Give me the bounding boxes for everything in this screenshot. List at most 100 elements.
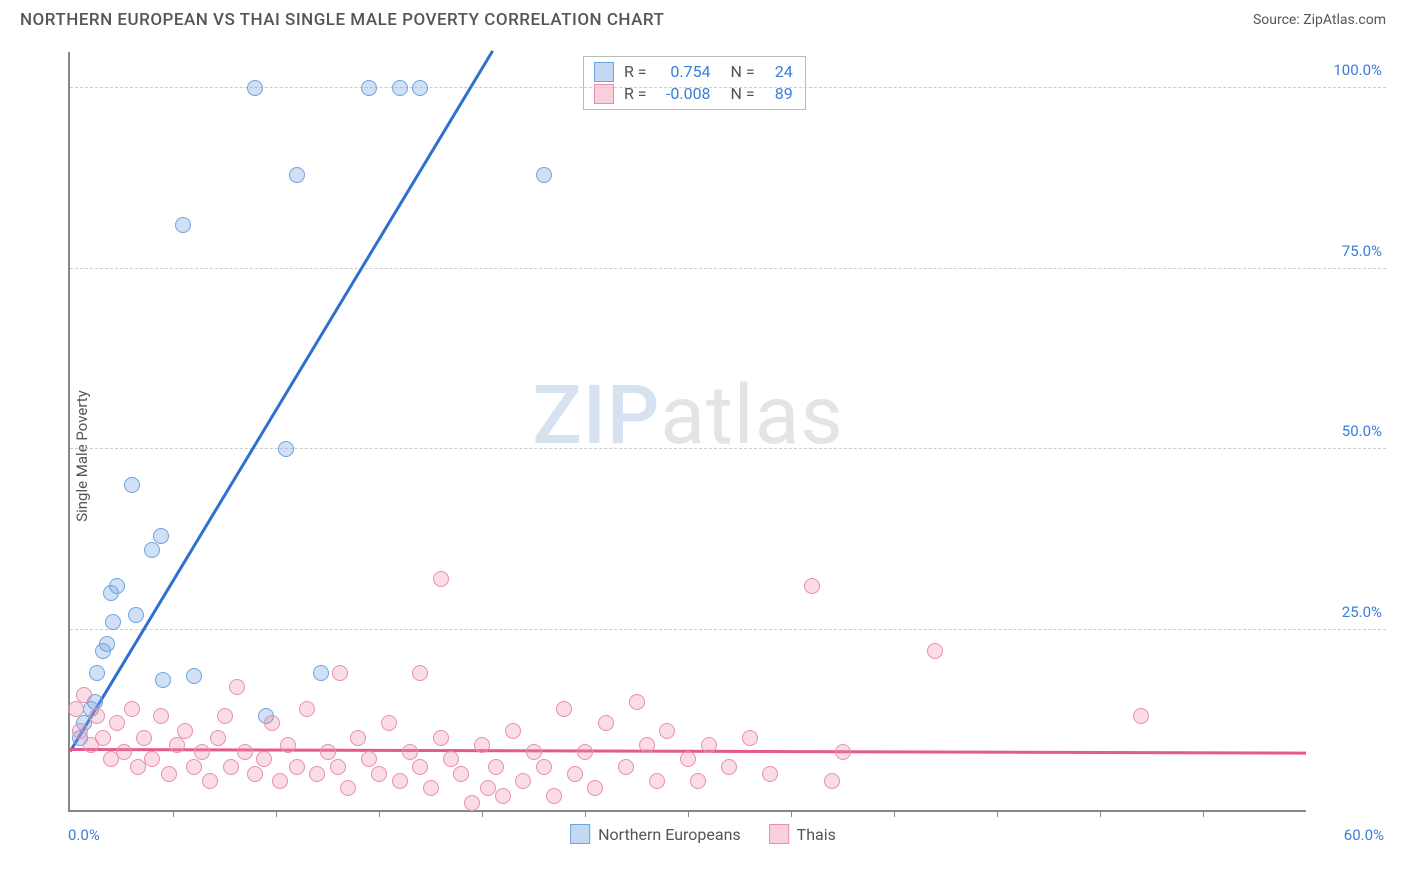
data-point	[210, 730, 226, 746]
data-point	[392, 773, 408, 789]
data-point	[237, 744, 253, 760]
data-point	[186, 668, 202, 684]
data-point	[546, 788, 562, 804]
data-point	[109, 578, 125, 594]
data-point	[350, 730, 366, 746]
data-point	[495, 788, 511, 804]
data-point	[412, 665, 428, 681]
x-tick	[688, 810, 689, 817]
data-point	[105, 614, 121, 630]
data-point	[153, 708, 169, 724]
gridline	[70, 87, 1386, 88]
data-point	[313, 665, 329, 681]
data-point	[443, 751, 459, 767]
legend-row: R =0.754N =24	[594, 61, 793, 83]
data-point	[835, 744, 851, 760]
data-point	[175, 217, 191, 233]
stats-legend: R =0.754N =24R =-0.008N =89	[583, 56, 806, 110]
data-point	[89, 708, 105, 724]
data-point	[169, 737, 185, 753]
data-point	[340, 780, 356, 796]
y-tick-label: 25.0%	[1342, 603, 1382, 621]
y-tick-label: 75.0%	[1342, 242, 1382, 260]
data-point	[804, 578, 820, 594]
legend-item: Northern Europeans	[570, 824, 741, 844]
data-point	[299, 701, 315, 717]
data-point	[392, 80, 408, 96]
data-point	[536, 167, 552, 183]
chart-header: NORTHERN EUROPEAN VS THAI SINGLE MALE PO…	[0, 0, 1406, 34]
data-point	[72, 723, 88, 739]
watermark-part2: atlas	[660, 368, 843, 464]
x-tick	[585, 810, 586, 817]
x-tick	[379, 810, 380, 817]
y-tick-label: 50.0%	[1342, 422, 1382, 440]
x-axis-min-label: 0.0%	[68, 826, 100, 844]
gridline	[70, 629, 1386, 630]
data-point	[272, 773, 288, 789]
trend-line	[69, 50, 493, 752]
data-point	[412, 80, 428, 96]
gridline	[70, 268, 1386, 269]
data-point	[320, 744, 336, 760]
data-point	[289, 759, 305, 775]
x-tick	[173, 810, 174, 817]
legend-n-value: 24	[765, 62, 793, 81]
data-point	[95, 730, 111, 746]
x-tick	[276, 810, 277, 817]
watermark: ZIPatlas	[532, 368, 843, 464]
data-point	[361, 751, 377, 767]
data-point	[515, 773, 531, 789]
data-point	[433, 571, 449, 587]
data-point	[701, 737, 717, 753]
chart-source: Source: ZipAtlas.com	[1253, 12, 1386, 28]
legend-swatch	[570, 824, 590, 844]
data-point	[153, 528, 169, 544]
x-tick	[1100, 810, 1101, 817]
data-point	[598, 715, 614, 731]
data-point	[99, 636, 115, 652]
data-point	[927, 643, 943, 659]
data-point	[412, 759, 428, 775]
data-point	[423, 780, 439, 796]
data-point	[202, 773, 218, 789]
data-point	[381, 715, 397, 731]
chart-title: NORTHERN EUROPEAN VS THAI SINGLE MALE PO…	[20, 10, 664, 30]
data-point	[361, 80, 377, 96]
legend-item: Thais	[769, 824, 836, 844]
legend-label: Thais	[797, 825, 836, 844]
data-point	[402, 744, 418, 760]
x-axis-max-label: 60.0%	[1344, 826, 1384, 844]
series-legend: Northern Europeans Thais	[570, 824, 836, 844]
data-point	[371, 766, 387, 782]
data-point	[128, 607, 144, 623]
data-point	[762, 766, 778, 782]
chart-container: Single Male Poverty ZIPatlas R =0.754N =…	[20, 40, 1386, 872]
data-point	[474, 737, 490, 753]
data-point	[824, 773, 840, 789]
data-point	[155, 672, 171, 688]
data-point	[505, 723, 521, 739]
data-point	[161, 766, 177, 782]
gridline	[70, 448, 1386, 449]
data-point	[247, 766, 263, 782]
x-tick	[894, 810, 895, 817]
plot-area: ZIPatlas R =0.754N =24R =-0.008N =89 25.…	[68, 52, 1306, 812]
data-point	[194, 744, 210, 760]
x-tick	[997, 810, 998, 817]
data-point	[229, 679, 245, 695]
data-point	[186, 759, 202, 775]
data-point	[659, 723, 675, 739]
data-point	[124, 701, 140, 717]
legend-swatch	[769, 824, 789, 844]
data-point	[721, 759, 737, 775]
data-point	[278, 441, 294, 457]
data-point	[309, 766, 325, 782]
data-point	[567, 766, 583, 782]
legend-swatch	[594, 62, 614, 82]
data-point	[587, 780, 603, 796]
data-point	[556, 701, 572, 717]
data-point	[742, 730, 758, 746]
legend-row: R =-0.008N =89	[594, 83, 793, 105]
x-tick	[482, 810, 483, 817]
